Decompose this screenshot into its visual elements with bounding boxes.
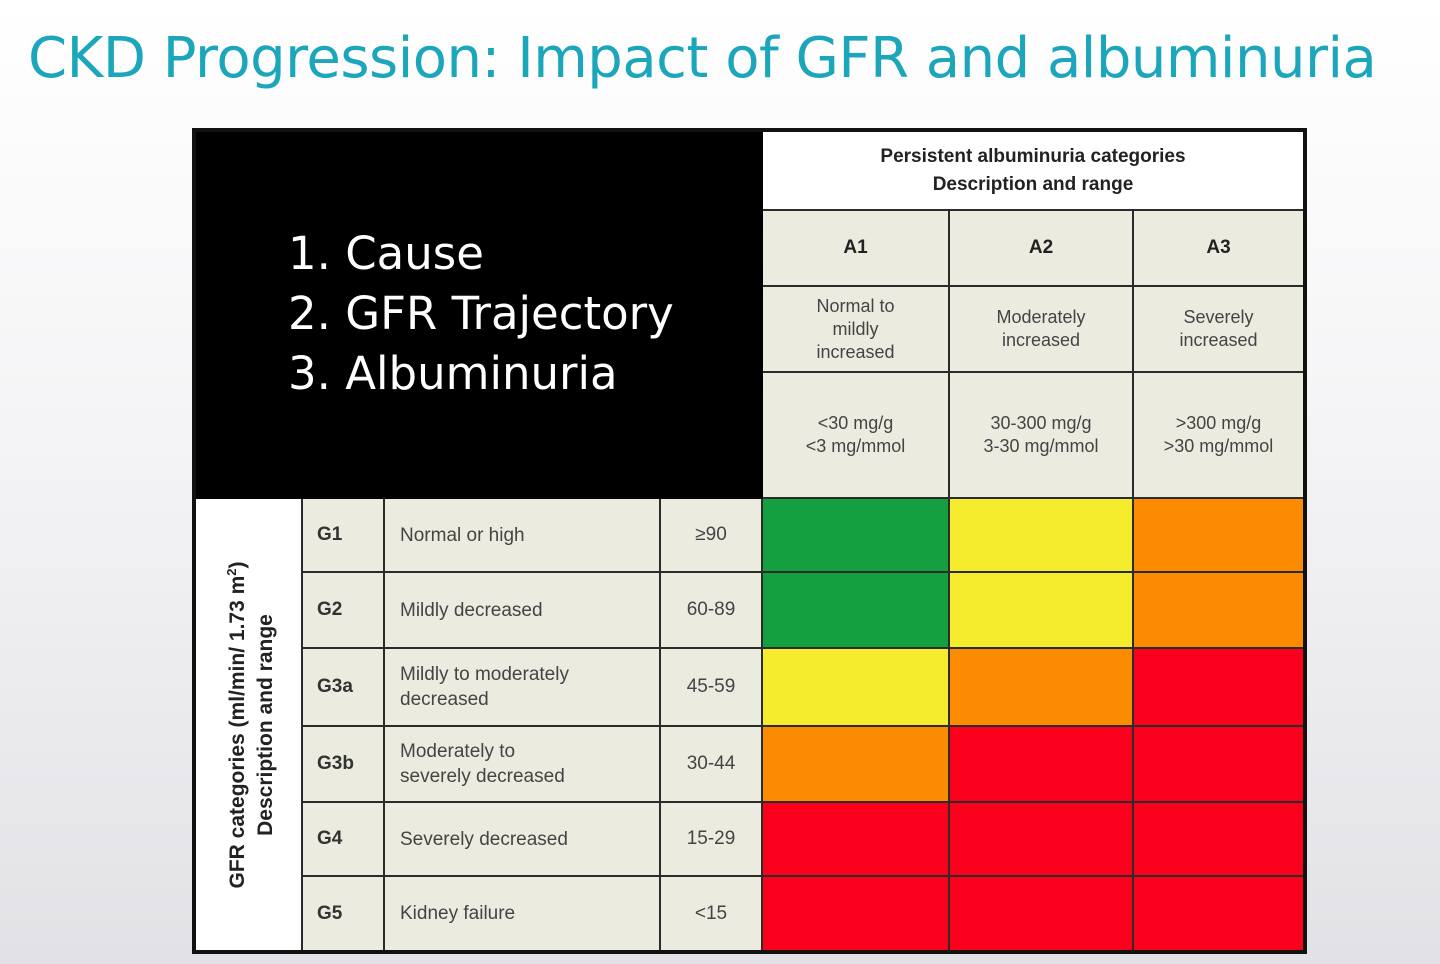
gfr-code-g3a: G3a xyxy=(301,647,385,727)
gfr-range-g2: 60-89 xyxy=(659,571,763,649)
risk-cell-orange xyxy=(1132,571,1306,649)
desc-line: Kidney failure xyxy=(400,903,516,924)
gfr-range-g5: <15 xyxy=(659,875,763,953)
risk-cell-red xyxy=(948,725,1134,803)
albuminuria-range-a2: 30-300 mg/g 3-30 mg/mmol xyxy=(948,371,1134,499)
gfr-axis-label: GFR categories (ml/min/ 1.73 m2) Descrip… xyxy=(218,561,280,888)
gfr-range-g1: ≥90 xyxy=(659,497,763,573)
gfr-desc-g3a: Mildly to moderately decreased xyxy=(383,647,661,727)
slide-title: CKD Progression: Impact of GFR and album… xyxy=(28,26,1377,91)
gfr-axis-title-end: ) xyxy=(225,561,249,568)
range-line: >30 mg/mmol xyxy=(1163,436,1274,456)
gfr-code-g2: G2 xyxy=(301,571,385,649)
key-point: 2. GFR Trajectory xyxy=(288,287,674,340)
range-line: >300 mg/g xyxy=(1175,413,1262,433)
desc-line: increased xyxy=(1179,330,1258,350)
gfr-axis-title-text: GFR categories (ml/min/ 1.73 m xyxy=(225,575,249,888)
gfr-axis-subtitle: Description and range xyxy=(253,613,277,836)
gfr-axis-superscript: 2 xyxy=(223,568,239,576)
desc-line: Moderately to xyxy=(400,741,516,762)
risk-cell-red xyxy=(948,875,1134,953)
albuminuria-desc-a3: Severely increased xyxy=(1132,285,1306,373)
desc-line: severely decreased xyxy=(400,766,565,787)
albuminuria-code-a1: A1 xyxy=(761,209,950,287)
gfr-code-g1: G1 xyxy=(301,497,385,573)
desc-line: mildly xyxy=(832,318,879,339)
albuminuria-header-line: Description and range xyxy=(932,173,1134,195)
desc-line: Severely xyxy=(1183,307,1254,327)
key-points-box: 1. Cause 2. GFR Trajectory 3. Albuminuri… xyxy=(193,129,763,499)
gfr-axis-label-cell: GFR categories (ml/min/ 1.73 m2) Descrip… xyxy=(193,497,303,953)
desc-line: Normal to xyxy=(816,295,895,316)
risk-cell-red xyxy=(948,801,1134,877)
key-points-list: 1. Cause 2. GFR Trajectory 3. Albuminuri… xyxy=(288,224,760,404)
gfr-code-g5: G5 xyxy=(301,875,385,953)
risk-cell-red xyxy=(1132,725,1306,803)
albuminuria-range-a3: >300 mg/g >30 mg/mmol xyxy=(1132,371,1306,499)
risk-cell-green xyxy=(761,571,950,649)
risk-cell-red xyxy=(1132,875,1306,953)
range-line: <3 mg/mmol xyxy=(805,436,906,456)
albuminuria-header: Persistent albuminuria categories Descri… xyxy=(761,129,1306,211)
gfr-range-g4: 15-29 xyxy=(659,801,763,877)
risk-cell-red xyxy=(761,801,950,877)
albuminuria-desc-a2: Moderately increased xyxy=(948,285,1134,373)
risk-cell-green xyxy=(761,497,950,573)
gfr-range-g3b: 30-44 xyxy=(659,725,763,803)
range-line: 30-300 mg/g xyxy=(990,413,1092,433)
gfr-range-g3a: 45-59 xyxy=(659,647,763,727)
risk-cell-yellow xyxy=(948,571,1134,649)
kdigo-risk-table: 1. Cause 2. GFR Trajectory 3. Albuminuri… xyxy=(192,128,1307,954)
desc-line: Severely decreased xyxy=(400,828,568,850)
gfr-desc-g4: Severely decreased xyxy=(383,801,661,877)
albuminuria-code-a2: A2 xyxy=(948,209,1134,287)
range-line: <30 mg/g xyxy=(817,413,894,433)
risk-cell-orange xyxy=(948,647,1134,727)
risk-cell-red xyxy=(1132,801,1306,877)
gfr-code-g3b: G3b xyxy=(301,725,385,803)
gfr-desc-g1: Normal or high xyxy=(383,497,661,573)
desc-line: increased xyxy=(1001,330,1081,350)
desc-line: Mildly decreased xyxy=(400,599,543,621)
risk-cell-orange xyxy=(1132,497,1306,573)
gfr-desc-g2: Mildly decreased xyxy=(383,571,661,649)
desc-line: decreased xyxy=(400,689,489,710)
key-point: 1. Cause xyxy=(288,227,484,280)
desc-line: Moderately xyxy=(996,307,1086,327)
desc-line: increased xyxy=(816,341,895,362)
albuminuria-range-a1: <30 mg/g <3 mg/mmol xyxy=(761,371,950,499)
gfr-code-g4: G4 xyxy=(301,801,385,877)
albuminuria-code-a3: A3 xyxy=(1132,209,1306,287)
desc-line: Normal or high xyxy=(400,524,525,546)
risk-cell-red xyxy=(761,875,950,953)
desc-line: Mildly to moderately xyxy=(400,664,569,685)
risk-cell-yellow xyxy=(948,497,1134,573)
range-line: 3-30 mg/mmol xyxy=(983,436,1099,456)
key-point: 3. Albuminuria xyxy=(288,347,618,400)
risk-cell-yellow xyxy=(761,647,950,727)
albuminuria-header-line: Persistent albuminuria categories xyxy=(880,145,1186,167)
gfr-axis-title: GFR categories (ml/min/ 1.73 m2) xyxy=(218,561,252,888)
albuminuria-desc-a1: Normal to mildly increased xyxy=(761,285,950,373)
risk-cell-orange xyxy=(761,725,950,803)
gfr-desc-g5: Kidney failure xyxy=(383,875,661,953)
gfr-desc-g3b: Moderately to severely decreased xyxy=(383,725,661,803)
risk-cell-red xyxy=(1132,647,1306,727)
